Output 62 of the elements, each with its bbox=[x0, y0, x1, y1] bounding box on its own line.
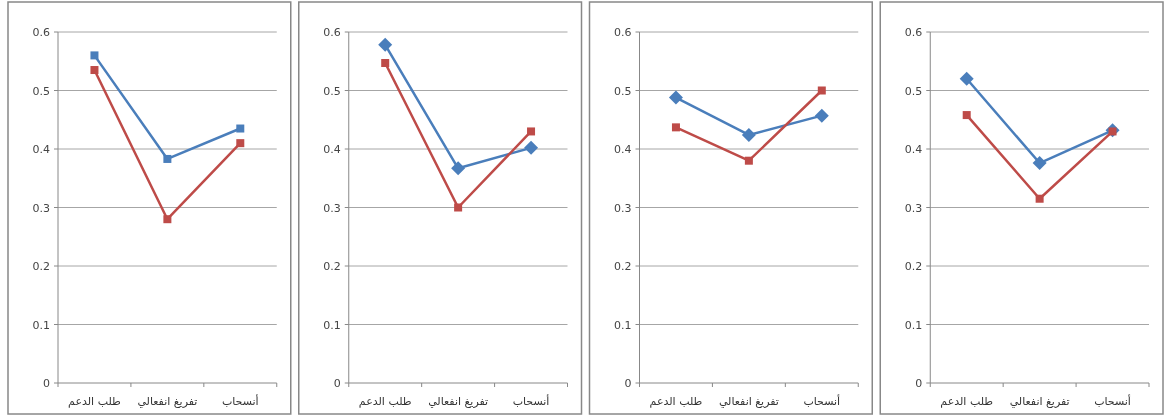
y-tick-label: 0.6 bbox=[614, 26, 632, 39]
y-tick-label: 0.1 bbox=[32, 318, 50, 332]
y-tick-label: 0.4 bbox=[904, 143, 923, 156]
x-tick-label: تفريغ انفعالي bbox=[1009, 395, 1070, 408]
point bbox=[381, 59, 390, 68]
y-tick-label: 0.2 bbox=[323, 260, 341, 273]
y-tick-label: 0.3 bbox=[323, 201, 341, 215]
y-tick-label: 0.4 bbox=[32, 143, 50, 156]
y-tick-label: 0.3 bbox=[904, 201, 923, 215]
point bbox=[814, 108, 829, 123]
x-tick-label: تفريغ انفعالي bbox=[718, 395, 779, 408]
y-tick-label: 0.4 bbox=[614, 143, 632, 156]
y-tick-label: 0.2 bbox=[614, 260, 632, 273]
point bbox=[378, 37, 393, 52]
point bbox=[454, 203, 463, 212]
point bbox=[744, 156, 753, 165]
y-tick-label: 0.5 bbox=[323, 84, 341, 98]
y-tick-label: 0.3 bbox=[32, 201, 50, 215]
y-tick-label: 0.5 bbox=[614, 84, 632, 98]
x-tick-label: طلب الدعم bbox=[68, 395, 122, 408]
y-tick-label: 0.6 bbox=[32, 26, 50, 39]
y-tick-label: 0.1 bbox=[323, 318, 341, 332]
y-tick-label: 0.2 bbox=[904, 260, 923, 273]
x-tick-label: طلب الدعم bbox=[358, 395, 412, 408]
point bbox=[451, 161, 466, 176]
point bbox=[236, 124, 245, 133]
y-tick-label: 0.6 bbox=[904, 26, 923, 39]
point bbox=[671, 123, 680, 132]
point bbox=[236, 139, 245, 148]
x-tick-label: تفريغ انفعالي bbox=[137, 395, 198, 408]
x-tick-label: أنسحاب bbox=[221, 394, 259, 408]
point bbox=[668, 90, 683, 105]
y-tick-label: 0 bbox=[43, 377, 50, 390]
point bbox=[959, 71, 974, 86]
y-tick-label: 0.2 bbox=[32, 260, 50, 273]
y-tick-label: 0.5 bbox=[904, 84, 923, 98]
point bbox=[741, 127, 756, 142]
y-tick-label: 0.1 bbox=[614, 318, 632, 332]
point bbox=[1032, 156, 1047, 171]
x-tick-label: أنسحاب bbox=[803, 394, 841, 408]
y-tick-label: 0 bbox=[915, 377, 923, 390]
x-tick-label: أنسحاب bbox=[512, 394, 550, 408]
y-tick-label: 0 bbox=[333, 377, 341, 390]
point bbox=[962, 111, 971, 120]
x-tick-label: تفريغ انفعالي bbox=[428, 395, 489, 408]
point bbox=[527, 127, 536, 136]
point bbox=[163, 154, 172, 163]
x-tick-label: طلب الدعم bbox=[940, 395, 994, 408]
point bbox=[524, 140, 539, 155]
point bbox=[817, 86, 826, 95]
y-tick-label: 0.1 bbox=[904, 318, 923, 332]
point bbox=[1035, 194, 1044, 203]
y-tick-label: 0.4 bbox=[323, 143, 341, 156]
point bbox=[90, 51, 99, 60]
y-tick-label: 0.5 bbox=[32, 84, 50, 98]
point bbox=[163, 215, 172, 224]
y-tick-label: 0.6 bbox=[323, 26, 341, 39]
point bbox=[90, 66, 99, 75]
y-tick-label: 0 bbox=[624, 377, 632, 390]
x-tick-label: طلب الدعم bbox=[649, 395, 703, 408]
x-tick-label: أنسحاب bbox=[1094, 394, 1131, 408]
y-tick-label: 0.3 bbox=[614, 201, 632, 215]
